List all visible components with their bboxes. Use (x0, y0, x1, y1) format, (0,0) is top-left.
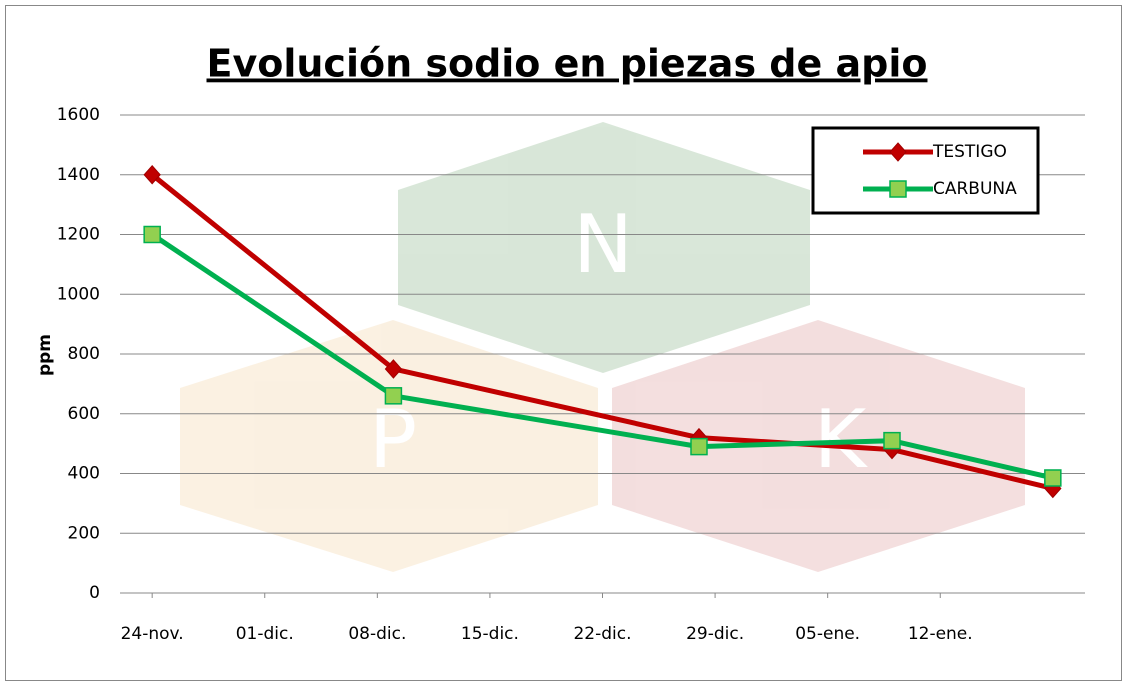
y-tick-label: 1200 (57, 225, 100, 245)
legend-label: CARBUNA (933, 179, 1017, 199)
svg-text:N: N (573, 198, 633, 291)
y-tick-label: 1000 (57, 284, 100, 304)
marker (384, 359, 403, 379)
x-tick-label: 05-ene. (795, 624, 860, 644)
x-tick-label: 24-nov. (121, 624, 184, 644)
marker (143, 225, 161, 244)
y-tick-label: 200 (68, 523, 100, 543)
chart-title: Evolución sodio en piezas de apio (207, 42, 928, 86)
y-tick-label: 1600 (57, 105, 100, 125)
x-tick-label: 15-dic. (461, 624, 519, 644)
marker (1044, 469, 1062, 487)
legend-label: TESTIGO (932, 142, 1007, 162)
y-tick-label: 1400 (57, 165, 100, 185)
marker (883, 431, 901, 450)
y-tick-label: 0 (89, 583, 100, 603)
svg-text:P: P (369, 393, 417, 486)
legend-box (811, 126, 1040, 215)
y-tick-label: 400 (68, 464, 100, 484)
y-tick-label: 600 (68, 404, 100, 424)
x-tick-label: 08-dic. (348, 624, 406, 644)
marker (889, 142, 907, 162)
y-axis-title: ppm (35, 334, 55, 376)
x-tick-label: 22-dic. (573, 624, 631, 644)
marker (690, 437, 708, 456)
marker (143, 164, 161, 185)
marker (384, 387, 403, 405)
x-tick-label: 29-dic. (686, 624, 744, 644)
x-tick-label: 12-ene. (908, 624, 973, 644)
x-tick-label: 01-dic. (236, 624, 294, 644)
chart-border (5, 5, 1122, 681)
y-tick-label: 800 (68, 344, 100, 364)
watermark: N P K (180, 122, 1025, 572)
marker (889, 180, 907, 198)
